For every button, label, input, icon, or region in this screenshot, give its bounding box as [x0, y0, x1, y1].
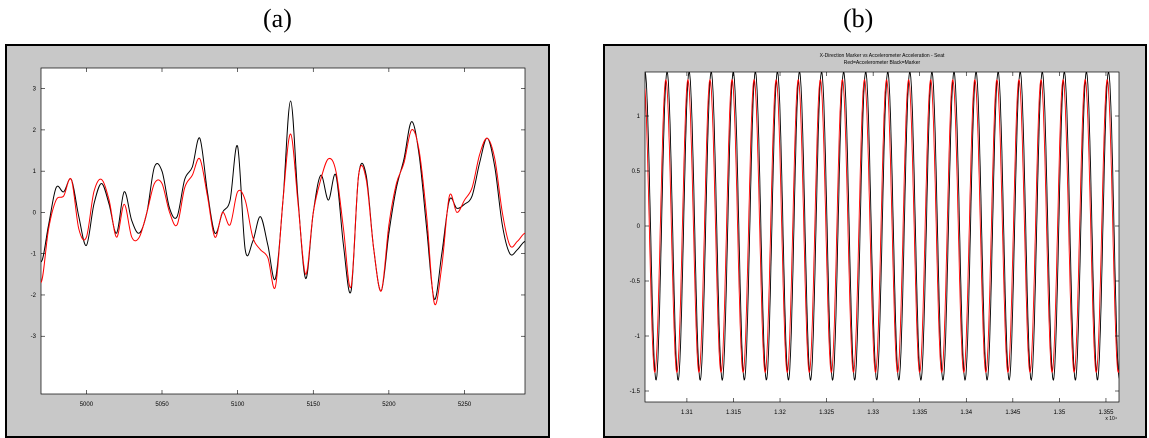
- y-tick-label: -1: [635, 334, 641, 340]
- x-tick-label: 5250: [458, 402, 472, 408]
- x-tick-label: 1.335: [912, 410, 928, 416]
- chart-a: 5000 5050 5100 5150 5200 5250 3 2 1 0 -1 -2 -3: [31, 67, 526, 408]
- figure-window-a: 5000 5050 5100 5150 5200 5250 3 2 1 0 -1 -2 -3: [5, 44, 550, 438]
- y-tick-label: 0: [637, 224, 641, 230]
- x-tick-label: 5150: [307, 402, 321, 408]
- series-line-1: [645, 78, 1119, 374]
- x-tick-label: 1.34: [960, 410, 972, 416]
- x-tick-label: 5000: [80, 402, 94, 408]
- plot-area-b: [645, 72, 1119, 382]
- series-line-0: [41, 100, 525, 300]
- x-tick-label: 1.33: [867, 410, 879, 416]
- x-tick-label: 5200: [382, 402, 396, 408]
- y-tick-label: 0.5: [632, 169, 641, 175]
- series-line-0: [645, 72, 1119, 382]
- x-tick-label: 1.31: [681, 410, 693, 416]
- axes-a: [40, 67, 526, 395]
- x-tick-label: 1.315: [726, 410, 742, 416]
- x-multiplier-label: x 10⁴: [1105, 416, 1117, 422]
- x-tick-label: 1.325: [819, 410, 835, 416]
- y-tick-label: 3: [33, 87, 37, 93]
- y-tick-label: 1: [33, 169, 37, 175]
- y-tick-label: -1: [31, 252, 37, 258]
- figure-window-b: X-Direction Marker vs Accelerometer Acce…: [603, 44, 1147, 438]
- x-tick-label: 5100: [231, 402, 245, 408]
- chart-b: X-Direction Marker vs Accelerometer Acce…: [630, 53, 1120, 422]
- x-tick-label: 5050: [155, 402, 169, 408]
- x-tick-label: 1.345: [1005, 410, 1021, 416]
- chart-subtitle: Red=Accelerometer Black=Marker: [844, 60, 921, 66]
- series-line-1: [41, 129, 525, 306]
- x-tick-label: 1.32: [774, 410, 786, 416]
- y-tick-label: -3: [31, 334, 37, 340]
- x-tick-label: 1.355: [1098, 410, 1114, 416]
- y-tick-label: 1: [637, 114, 641, 120]
- panel-label-b: (b): [843, 4, 874, 33]
- y-tick-label: 0: [33, 210, 37, 216]
- chart-title: X-Direction Marker vs Accelerometer Acce…: [820, 53, 945, 59]
- y-tick-label: -2: [31, 293, 37, 299]
- y-tick-label: -0.5: [630, 279, 641, 285]
- y-tick-label: 2: [33, 128, 37, 134]
- y-tick-label: -1.5: [630, 389, 641, 395]
- panel-label-a: (a): [263, 4, 292, 33]
- plot-area-a: [41, 100, 525, 306]
- x-tick-label: 1.35: [1054, 410, 1066, 416]
